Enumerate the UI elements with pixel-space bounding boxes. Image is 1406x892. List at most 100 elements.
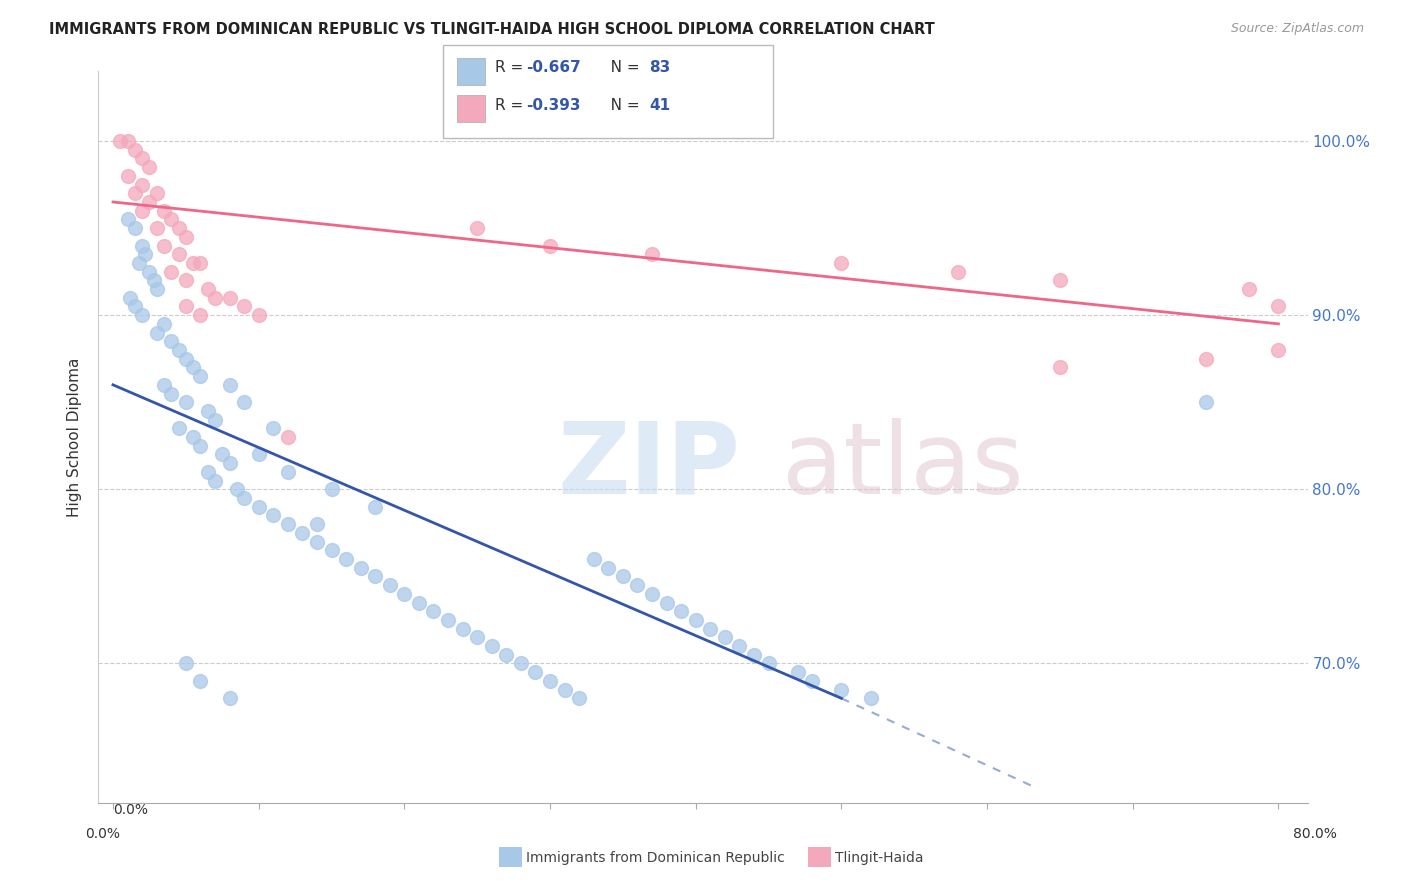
Point [685,613,707,627]
Point [305,534,328,549]
Point [190,256,212,270]
Point [110,134,132,148]
Point [197,282,219,296]
Point [830,256,852,270]
Point [117,212,139,227]
Point [538,673,561,688]
Point [131,203,153,218]
Point [174,300,197,314]
Point [786,665,808,680]
Point [153,317,176,331]
Point [138,160,160,174]
Point [117,134,139,148]
Point [728,639,751,653]
Point [174,273,197,287]
Point [524,665,547,680]
Point [758,657,780,671]
Point [277,465,299,479]
Point [190,673,212,688]
Point [218,291,240,305]
Point [145,221,167,235]
Text: ZIP: ZIP [558,417,741,515]
Point [153,203,176,218]
Point [120,291,142,305]
Point [131,238,153,252]
Point [167,343,190,357]
Point [335,552,357,566]
Point [174,395,197,409]
Point [124,221,146,235]
Point [142,273,165,287]
Point [277,517,299,532]
Point [859,691,882,706]
Point [128,256,150,270]
Point [153,377,176,392]
Point [233,491,256,505]
Point [181,360,204,375]
Text: N =: N = [596,61,644,75]
Point [204,474,226,488]
Text: Tlingit-Haida: Tlingit-Haida [835,851,924,865]
Point [124,186,146,201]
Point [233,395,256,409]
Point [218,691,240,706]
Point [714,631,737,645]
Point [1267,343,1289,357]
Point [408,595,430,609]
Point [598,560,620,574]
Text: atlas: atlas [782,417,1024,515]
Text: 0.0%: 0.0% [112,803,148,817]
Point [247,448,270,462]
Point [218,377,240,392]
Text: IMMIGRANTS FROM DOMINICAN REPUBLIC VS TLINGIT-HAIDA HIGH SCHOOL DIPLOMA CORRELAT: IMMIGRANTS FROM DOMINICAN REPUBLIC VS TL… [49,22,935,37]
Y-axis label: High School Diploma: High School Diploma [67,358,83,516]
Point [1267,300,1289,314]
Point [1194,395,1216,409]
Point [174,657,197,671]
Point [145,186,167,201]
Point [481,639,503,653]
Point [211,448,233,462]
Point [262,421,284,435]
Point [1049,273,1071,287]
Point [124,143,146,157]
Point [394,587,416,601]
Point [699,622,721,636]
Text: -0.393: -0.393 [526,98,581,112]
Point [190,308,212,322]
Point [181,430,204,444]
Text: 83: 83 [650,61,671,75]
Point [204,412,226,426]
Point [167,421,190,435]
Point [321,483,343,497]
Point [350,560,373,574]
Text: Source: ZipAtlas.com: Source: ZipAtlas.com [1230,22,1364,36]
Point [554,682,576,697]
Point [582,552,605,566]
Text: Immigrants from Dominican Republic: Immigrants from Dominican Republic [526,851,785,865]
Point [247,308,270,322]
Point [174,229,197,244]
Point [291,525,314,540]
Point [225,483,247,497]
Point [422,604,444,618]
Point [1239,282,1261,296]
Point [204,291,226,305]
Point [946,265,969,279]
Point [160,265,183,279]
Point [131,308,153,322]
Point [167,221,190,235]
Point [641,587,664,601]
Point [174,351,197,366]
Point [262,508,284,523]
Point [145,326,167,340]
Point [1049,360,1071,375]
Point [181,256,204,270]
Text: R =: R = [495,61,529,75]
Point [437,613,460,627]
Point [233,300,256,314]
Point [124,300,146,314]
Point [509,657,531,671]
Point [465,221,488,235]
Point [451,622,474,636]
